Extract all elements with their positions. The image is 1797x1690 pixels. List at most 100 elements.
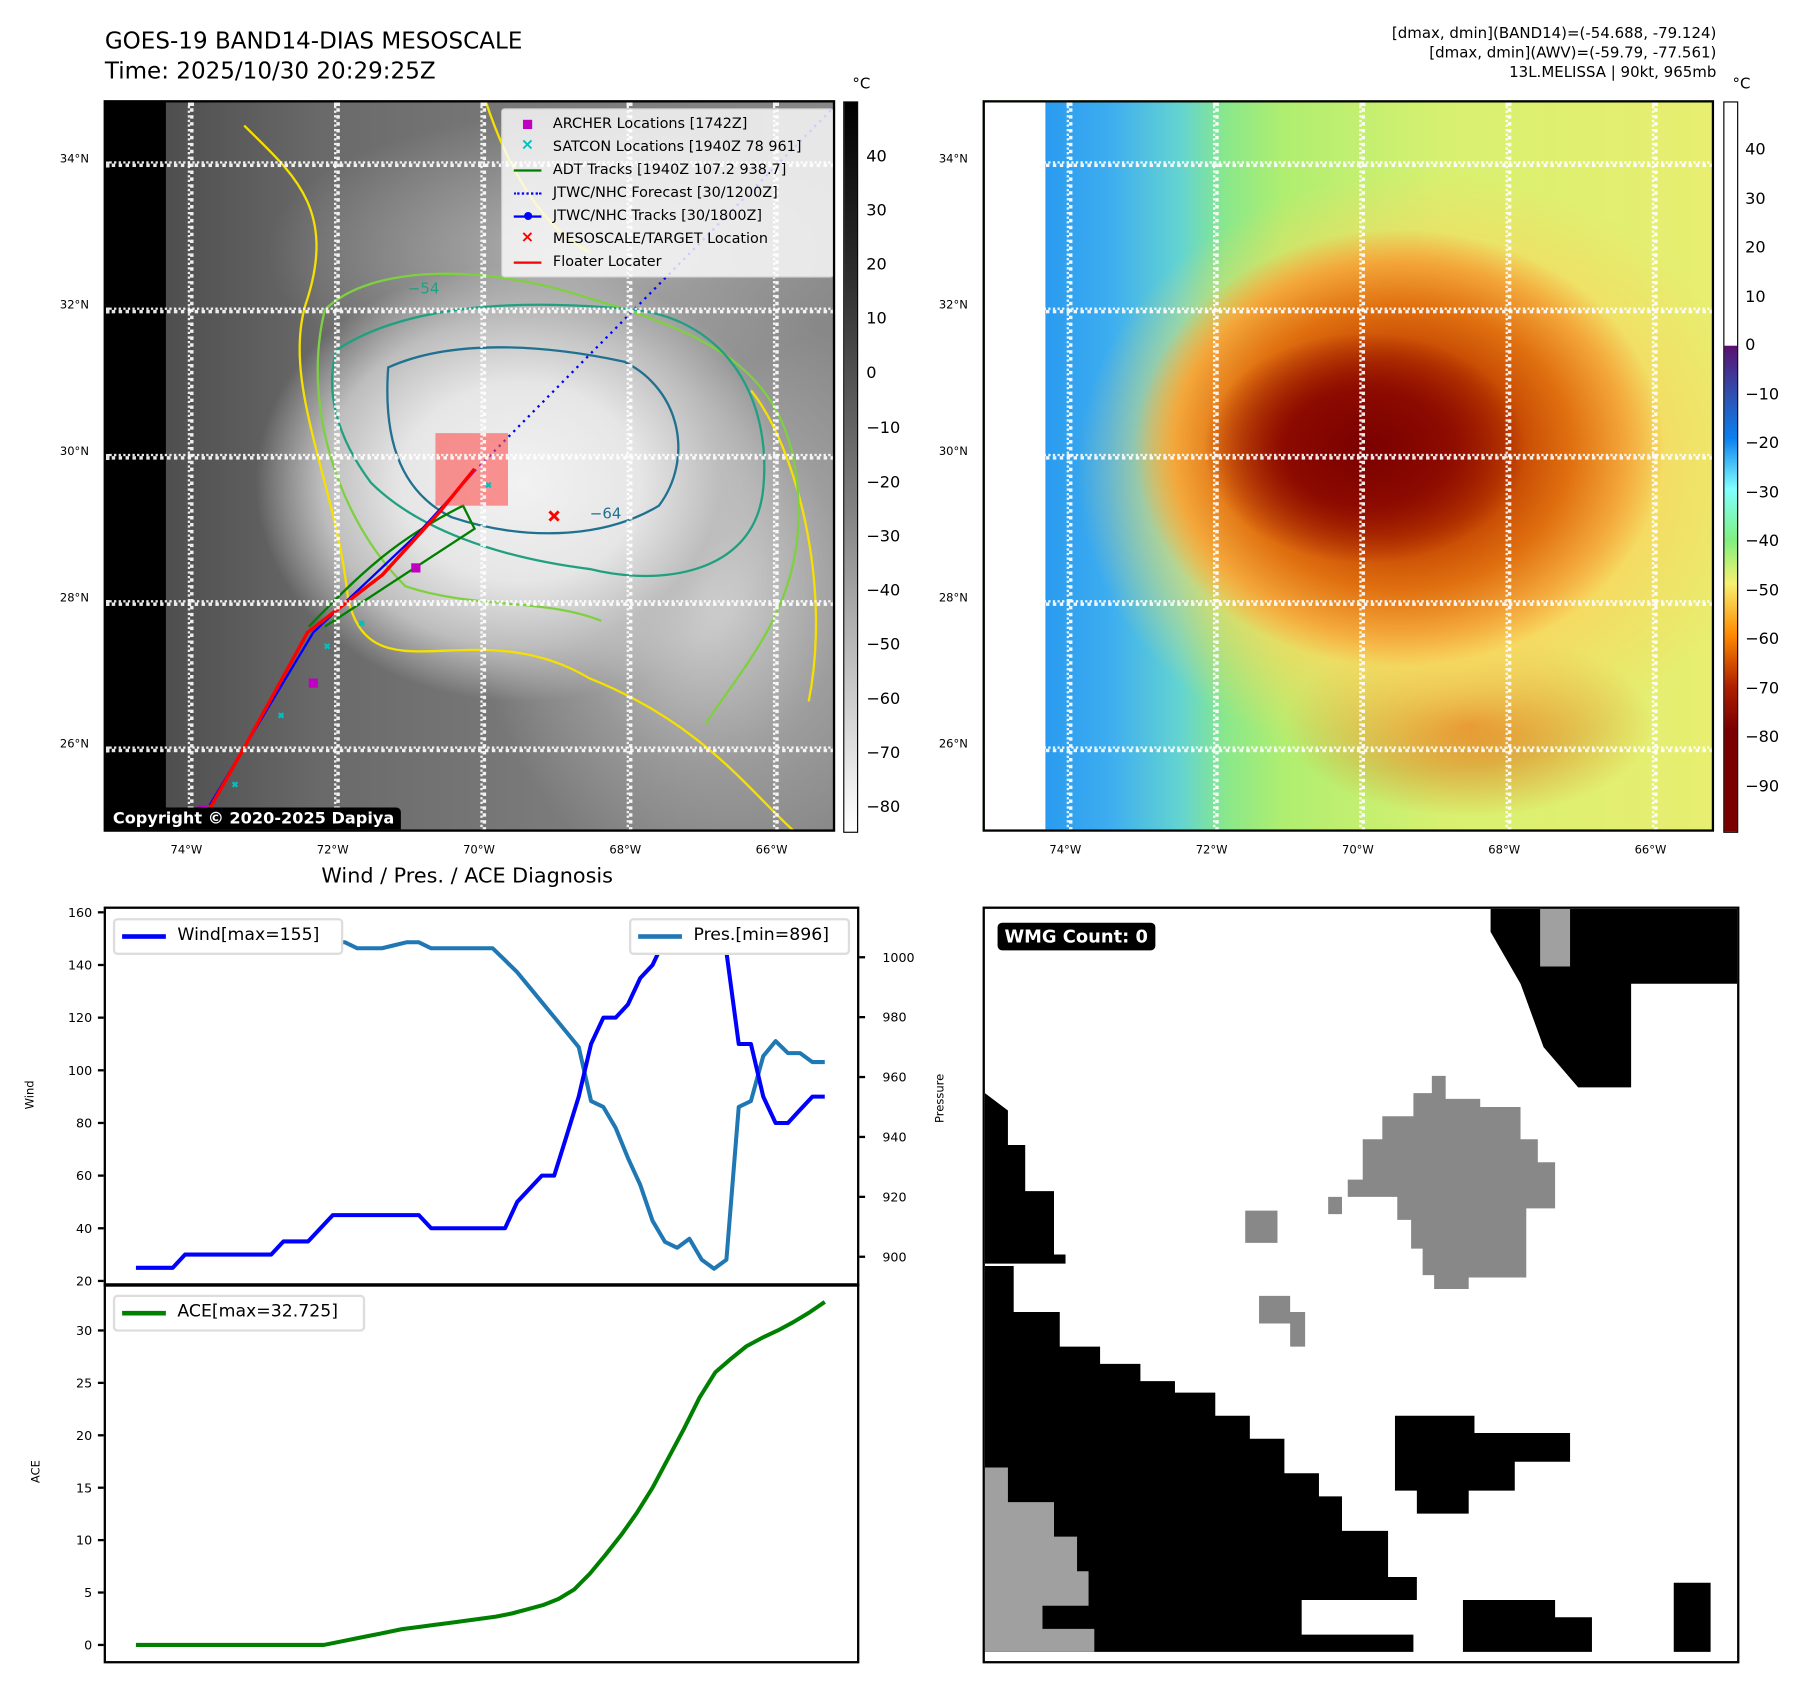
figure-title: GOES-19 BAND14-DIAS MESOSCALE xyxy=(104,26,523,55)
colorbar-tick: 10 xyxy=(1745,287,1766,306)
colorbar-tick: 0 xyxy=(1745,336,1756,355)
gridline xyxy=(772,102,779,830)
ace-tick: 20 xyxy=(76,1428,92,1443)
gridline xyxy=(984,746,1712,753)
pressure-tick: 920 xyxy=(882,1189,906,1204)
wind-line xyxy=(135,923,825,1270)
archer-marker xyxy=(411,563,421,573)
legend-label: Pres.[min=896] xyxy=(693,923,829,945)
legend-item: ADT Tracks [1940Z 107.2 938.7] xyxy=(502,160,833,181)
gridline xyxy=(334,102,340,830)
latitude-tick: 30°N xyxy=(59,445,89,459)
pressure-tick: 900 xyxy=(882,1249,906,1264)
colorbar-tick: −10 xyxy=(1745,385,1780,404)
wind-tick: 140 xyxy=(68,958,92,973)
legend-label: Floater Locater xyxy=(552,252,662,270)
ace-tick: 0 xyxy=(84,1638,92,1653)
colorbar-tick: 10 xyxy=(866,310,887,329)
legend-swatch xyxy=(638,934,682,939)
gridline xyxy=(1651,102,1658,830)
wmg-gray-region xyxy=(1540,908,1571,967)
colorbar-tick: −70 xyxy=(1745,679,1780,698)
colorbar-tick: −80 xyxy=(866,798,901,817)
cloud-top-imagery xyxy=(984,102,1712,830)
band14-stats: [dmax, dmin](BAND14)=(-54.688, -79.124) xyxy=(1391,25,1717,43)
colorbar-tick: −50 xyxy=(1745,581,1780,600)
wmg-gray-region xyxy=(984,1467,1095,1652)
ace-tick: 5 xyxy=(84,1585,92,1600)
legend-marker-line-dot xyxy=(513,206,542,227)
pressure-tick: 940 xyxy=(882,1130,906,1145)
gridline xyxy=(1212,102,1219,830)
colorbar-unit: °C xyxy=(1732,76,1751,94)
legend-label: ARCHER Locations [1742Z] xyxy=(552,114,748,132)
longitude-tick: 70°W xyxy=(1341,844,1374,858)
no-data-strip xyxy=(105,102,166,830)
ace-tick: 30 xyxy=(76,1323,92,1338)
wmg-black-region xyxy=(1673,1582,1711,1652)
longitude-tick: 74°W xyxy=(1049,844,1082,858)
legend-label: MESOSCALE/TARGET Location xyxy=(552,229,769,247)
grayscale-colorbar xyxy=(843,101,859,833)
colorbar-unit: °C xyxy=(852,76,871,94)
ace-tick: 25 xyxy=(76,1375,92,1390)
target-location-x xyxy=(548,510,560,522)
archer-marker xyxy=(308,678,318,688)
legend-marker-x: × xyxy=(520,228,535,247)
wmg-black-region xyxy=(984,1093,1066,1264)
wind-tick: 100 xyxy=(68,1063,92,1078)
wind-legend: Wind[max=155] xyxy=(112,918,344,955)
legend-marker-x: × xyxy=(520,135,535,155)
colorbar-tick: 40 xyxy=(866,147,887,166)
longitude-tick: 72°W xyxy=(1195,844,1228,858)
wind-tick: 120 xyxy=(68,1010,92,1025)
colorbar-tick: −90 xyxy=(1745,776,1780,796)
pressure-tick: 960 xyxy=(882,1070,906,1085)
wind-tick: 40 xyxy=(76,1221,92,1236)
latitude-tick: 34°N xyxy=(938,153,968,166)
colorbar-tick: −30 xyxy=(866,527,901,546)
color-colorbar xyxy=(1723,101,1739,833)
colorbar-tick: 20 xyxy=(1745,238,1766,257)
gridline xyxy=(984,453,1712,460)
colorbar-tick: −20 xyxy=(866,472,901,492)
pressure-line xyxy=(135,922,825,1271)
longitude-tick: 68°W xyxy=(609,844,642,858)
latitude-tick: 26°N xyxy=(59,738,89,752)
legend-item: ARCHER Locations [1742Z] xyxy=(502,114,833,135)
band14-grayscale-map: −54 −64 ARCHER Locations [1742Z] × SATCON … xyxy=(103,100,836,832)
gridline xyxy=(1066,102,1073,830)
wind-tick: 160 xyxy=(68,905,92,920)
wmg-black-region xyxy=(984,1265,1417,1652)
colorbar-tick: −70 xyxy=(866,744,901,763)
copyright-label: Copyright © 2020-2025 Dapiya xyxy=(105,807,402,830)
storm-info: 13L.MELISSA | 90kt, 965mb xyxy=(1509,64,1717,82)
contour-label: −64 xyxy=(589,505,622,523)
gridline xyxy=(105,746,833,753)
longitude-tick: 74°W xyxy=(170,844,203,858)
gridline xyxy=(626,102,633,830)
legend-label: ACE[max=32.725] xyxy=(177,1300,338,1322)
colorbar-tick: −80 xyxy=(1745,728,1780,747)
latitude-tick: 32°N xyxy=(938,299,968,313)
pressure-tick: 980 xyxy=(882,1010,906,1025)
latitude-tick: 28°N xyxy=(938,592,968,605)
legend-swatch xyxy=(122,1310,166,1316)
legend-marker-line xyxy=(513,160,542,181)
gridline xyxy=(105,453,833,460)
longitude-tick: 66°W xyxy=(755,844,788,858)
gridline xyxy=(480,102,487,830)
legend-marker-line xyxy=(513,252,542,273)
longitude-tick: 66°W xyxy=(1634,844,1667,858)
colorbar-tick: −60 xyxy=(866,690,901,709)
wmg-count-label: WMG Count: 0 xyxy=(997,922,1155,951)
colorbar-tick: −30 xyxy=(1745,483,1780,502)
legend-item: Floater Locater xyxy=(502,252,833,273)
longitude-tick: 72°W xyxy=(316,844,349,858)
contour-label: −54 xyxy=(407,281,440,299)
longitude-tick: 70°W xyxy=(463,844,495,858)
figure-time: Time: 2025/10/30 20:29:25Z xyxy=(104,56,436,85)
latitude-tick: 26°N xyxy=(938,738,968,752)
gridline xyxy=(1359,102,1366,830)
